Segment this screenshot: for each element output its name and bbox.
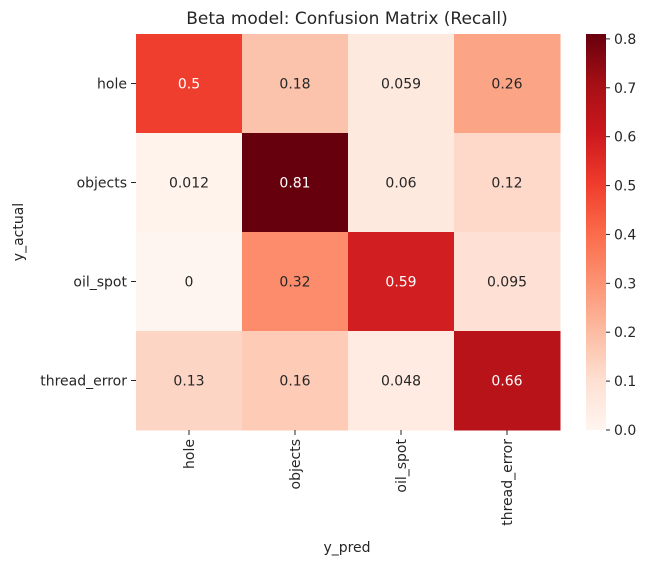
colorbar-tick-label: 0.4 (614, 227, 636, 243)
colorbar-tick-label: 0.7 (614, 81, 636, 97)
heatmap-cells (136, 34, 561, 431)
cell-value-label: 0.095 (487, 275, 527, 291)
chart-title: Beta model: Confusion Matrix (Recall) (186, 9, 508, 29)
colorbar-tick-label: 0.8 (614, 32, 636, 48)
cell-value-label: 0.059 (381, 77, 421, 93)
heatmap-cell (136, 331, 243, 431)
colorbar-tick-label: 0.5 (614, 179, 636, 195)
cell-value-label: 0.32 (279, 275, 310, 291)
x-tick-label: thread_error (500, 439, 516, 526)
x-tick-label: objects (288, 439, 304, 489)
colorbar (586, 34, 606, 430)
colorbar-tick-label: 0.2 (614, 325, 636, 341)
y-tick-label: thread_error (40, 374, 127, 390)
cell-value-label: 0.5 (178, 77, 200, 93)
colorbar-tick-label: 0.6 (614, 130, 636, 146)
x-axis-ticks: hole objects oil_spot thread_error (182, 430, 516, 526)
cell-value-label: 0.06 (385, 176, 416, 192)
heatmap-cell (136, 133, 243, 233)
heatmap-cell-labels: 0.5 0.18 0.059 0.26 0.012 0.81 0.06 0.12 0 0.32 0.… (169, 77, 527, 390)
heatmap-cell (348, 133, 455, 233)
y-axis-label: y_actual (11, 203, 27, 261)
cell-value-label: 0.66 (491, 374, 522, 390)
x-tick-label: oil_spot (394, 439, 410, 493)
heatmap-cell (348, 34, 455, 134)
heatmap-cell (136, 232, 243, 332)
colorbar-tick-label: 0.3 (614, 276, 636, 292)
cell-value-label: 0.18 (279, 77, 310, 93)
cell-value-label: 0.012 (169, 176, 209, 192)
colorbar-tick-label: 0.1 (614, 374, 636, 390)
heatmap-cell (348, 331, 455, 431)
colorbar-ticks: 0.0 0.1 0.2 0.3 0.4 0.5 0.6 0.7 0.8 (606, 32, 636, 439)
heatmap-cell (242, 331, 349, 431)
cell-value-label: 0.12 (491, 176, 522, 192)
y-tick-label: hole (97, 77, 127, 93)
cell-value-label: 0.59 (385, 275, 416, 291)
heatmap-cell (136, 34, 243, 134)
heatmap-cell (242, 133, 349, 233)
y-tick-label: objects (77, 176, 127, 192)
cell-value-label: 0 (185, 275, 194, 291)
heatmap-cell (454, 133, 561, 233)
y-axis-ticks: hole objects oil_spot thread_error (40, 77, 136, 390)
cell-value-label: 0.16 (279, 374, 310, 390)
heatmap-cell (348, 232, 455, 332)
heatmap-cell (242, 34, 349, 134)
heatmap-cell (454, 34, 561, 134)
heatmap-cell (454, 232, 561, 332)
x-tick-label: hole (182, 439, 198, 469)
cell-value-label: 0.13 (173, 374, 204, 390)
x-axis-label: y_pred (323, 540, 370, 556)
heatmap-cell (242, 232, 349, 332)
colorbar-tick-label: 0.0 (614, 423, 636, 439)
y-tick-label: oil_spot (73, 275, 127, 291)
cell-value-label: 0.048 (381, 374, 421, 390)
cell-value-label: 0.26 (491, 77, 522, 93)
heatmap-cell (454, 331, 561, 431)
cell-value-label: 0.81 (279, 176, 310, 192)
